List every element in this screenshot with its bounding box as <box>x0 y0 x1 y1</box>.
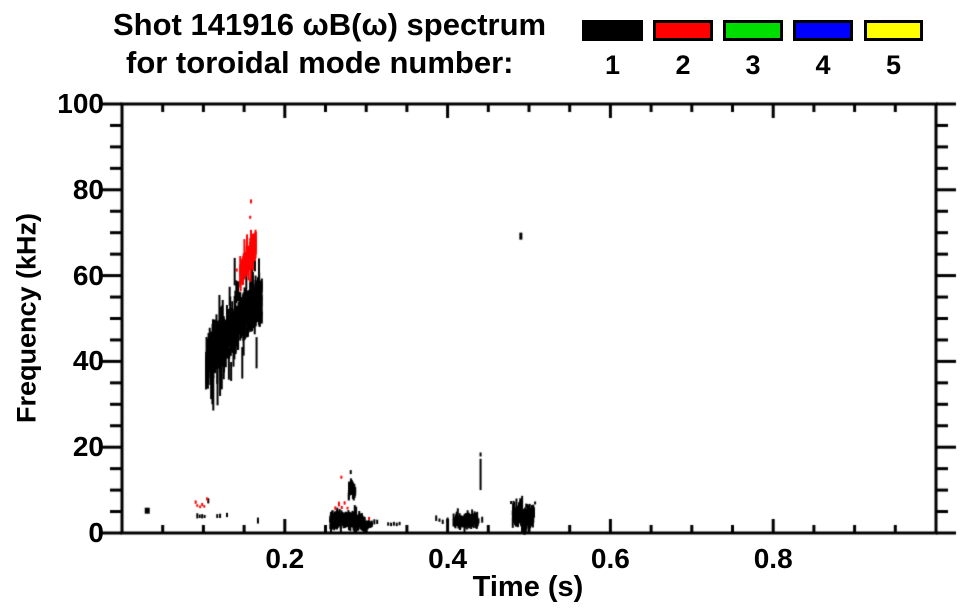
x-tick-label-0.4: 0.4 <box>428 543 468 574</box>
y-tick-label-60: 60 <box>72 259 104 291</box>
chart-title: Shot 141916 ωB(ω) spectrum <box>113 7 547 42</box>
x-tick-label-0.6: 0.6 <box>590 543 630 574</box>
legend-label-mode-4: 4 <box>815 50 831 80</box>
x-tick-label-0.8: 0.8 <box>753 543 793 574</box>
legend-swatch-mode-1 <box>582 20 643 41</box>
x-tick-label-0.2: 0.2 <box>265 543 305 574</box>
y-tick-label-100: 100 <box>57 88 104 119</box>
y-tick-label-40: 40 <box>72 345 104 377</box>
legend-label-mode-3: 3 <box>745 50 761 80</box>
y-tick-label-0: 0 <box>88 517 104 548</box>
legend-label-mode-5: 5 <box>885 50 902 80</box>
y-tick-label-20: 20 <box>72 431 104 463</box>
legend-label-mode-2: 2 <box>675 50 691 80</box>
legend-swatch-mode-3 <box>723 20 783 41</box>
legend-swatch-mode-2 <box>653 20 713 41</box>
x-axis-label: Time (s) <box>472 571 584 603</box>
legend-swatch-mode-4 <box>793 20 853 41</box>
chart-subtitle: for toroidal mode number: <box>126 45 514 80</box>
legend-swatch-mode-5 <box>864 20 923 41</box>
y-tick-label-80: 80 <box>72 173 104 205</box>
legend-label-mode-1: 1 <box>604 50 621 80</box>
y-axis-label: Frequency (kHz) <box>11 212 42 424</box>
